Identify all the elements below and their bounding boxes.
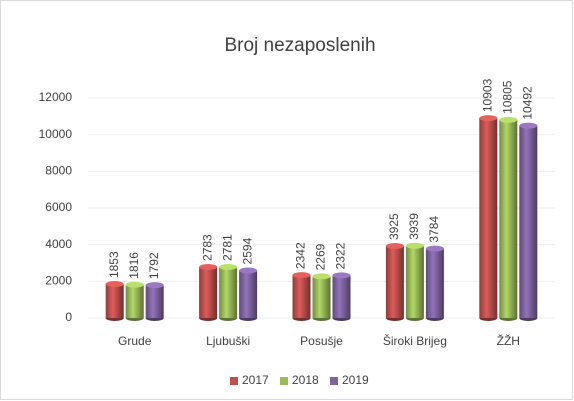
- bar-top: [332, 272, 351, 279]
- bar-body: [105, 284, 124, 318]
- data-label: 1816: [127, 252, 141, 279]
- data-label: 10492: [520, 86, 534, 120]
- y-tick-label: 8000: [45, 164, 72, 178]
- bar-top: [125, 281, 144, 288]
- bar: [519, 122, 538, 321]
- x-tick-label: ŽŽH: [497, 333, 520, 348]
- x-tick-label: Grude: [118, 334, 152, 348]
- bar-top: [239, 267, 258, 274]
- legend-label: 2019: [342, 373, 369, 387]
- data-label: 3925: [387, 213, 401, 240]
- bar-top: [425, 245, 444, 252]
- bar-body: [332, 275, 351, 318]
- y-tick-label: 6000: [45, 200, 72, 214]
- bar: [312, 273, 331, 321]
- bar: [425, 245, 444, 321]
- data-label: 2781: [220, 234, 234, 261]
- bar-body: [239, 270, 258, 318]
- y-tick-label: 0: [65, 310, 72, 324]
- bar-body: [385, 246, 404, 318]
- data-label: 1792: [147, 252, 161, 279]
- bar: [125, 281, 144, 321]
- bar: [105, 281, 124, 321]
- bar: [145, 282, 164, 321]
- data-label: 2783: [200, 234, 214, 261]
- bar-top: [105, 281, 124, 288]
- bar-body: [312, 276, 331, 318]
- bar: [499, 116, 518, 321]
- legend-label: 2017: [242, 373, 269, 387]
- bar: [405, 242, 424, 321]
- bar: [332, 272, 351, 321]
- bar-body: [425, 248, 444, 318]
- y-tick-label: 2000: [45, 274, 72, 288]
- bar-top: [385, 243, 404, 250]
- bar-top: [292, 272, 311, 279]
- bar: [239, 267, 258, 321]
- y-tick-label: 12000: [39, 90, 73, 104]
- x-tick-label: Ljubuški: [206, 334, 250, 348]
- bar: [479, 115, 498, 321]
- bar-body: [405, 245, 424, 318]
- data-label: 2322: [334, 242, 348, 269]
- bar-top: [519, 122, 538, 129]
- bar-top: [219, 264, 238, 271]
- data-label: 10903: [480, 78, 494, 112]
- bar-body: [199, 266, 218, 318]
- bar-body: [125, 284, 144, 318]
- data-label: 3939: [407, 213, 421, 240]
- bar-body: [499, 119, 518, 319]
- data-label: 3784: [427, 216, 441, 243]
- legend-label: 2018: [292, 373, 319, 387]
- legend-swatch: [330, 377, 338, 385]
- bar-body: [519, 125, 538, 318]
- data-label: 2269: [314, 243, 328, 270]
- bar-top: [199, 263, 218, 270]
- bar-top: [145, 282, 164, 289]
- bar-body: [292, 275, 311, 318]
- bar-top: [479, 115, 498, 122]
- bar: [219, 264, 238, 321]
- x-tick-label: Široki Brijeg: [383, 333, 447, 348]
- bar-body: [145, 285, 164, 318]
- legend-swatch: [230, 377, 238, 385]
- bar-top: [405, 242, 424, 249]
- bar: [292, 272, 311, 321]
- data-label: 2594: [240, 237, 254, 264]
- legend-swatch: [280, 377, 288, 385]
- bar-body: [219, 267, 238, 318]
- bar: [385, 243, 404, 321]
- bar-top: [312, 273, 331, 280]
- x-tick-label: Posušje: [300, 334, 343, 348]
- chart-title: Broj nezaposlenih: [224, 35, 375, 56]
- data-label: 10805: [500, 80, 514, 114]
- bar: [199, 263, 218, 321]
- y-tick-label: 10000: [39, 127, 73, 141]
- data-label: 1853: [107, 251, 121, 278]
- y-tick-label: 4000: [45, 237, 72, 251]
- bar-body: [479, 118, 498, 318]
- data-label: 2342: [294, 242, 308, 269]
- bar-top: [499, 116, 518, 123]
